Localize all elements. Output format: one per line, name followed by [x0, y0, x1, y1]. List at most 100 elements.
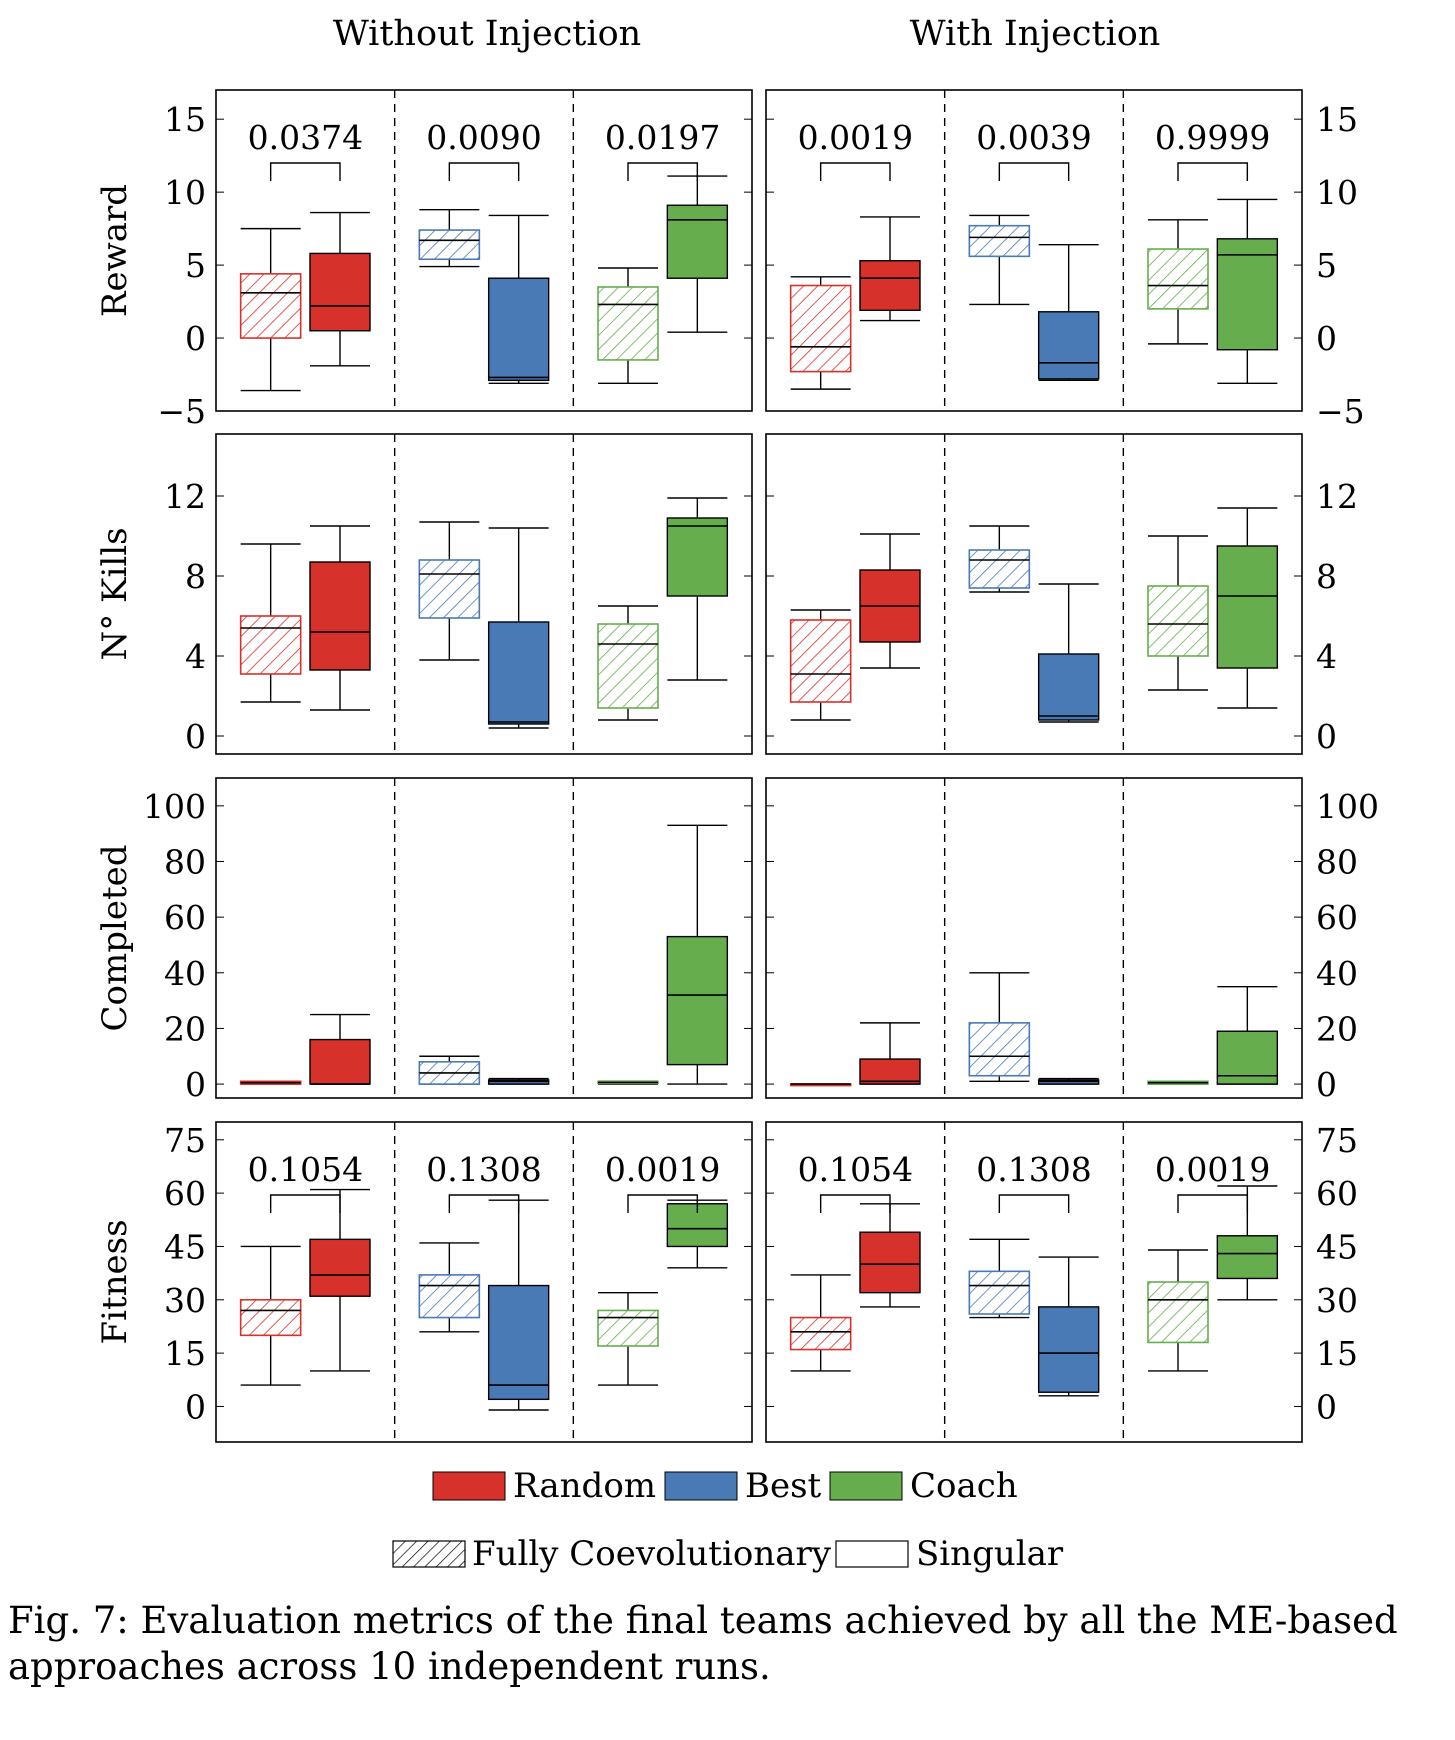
significance-bracket [1177, 1194, 1249, 1213]
y-tick-label: 0 [185, 319, 206, 358]
significance-bracket [819, 1194, 891, 1213]
box-iqr [487, 1284, 550, 1401]
y-tick-label: 5 [1316, 246, 1337, 285]
box-best-hatched [418, 208, 481, 268]
box-iqr [1147, 1281, 1209, 1344]
legend-label-singular: Singular [916, 1534, 1064, 1574]
legend-label-best: Best [745, 1466, 822, 1506]
box-iqr [859, 260, 921, 312]
column-title-without-injection: Without Injection [333, 14, 641, 54]
y-tick-label: 80 [164, 842, 206, 881]
y-tick-label: 100 [143, 787, 206, 826]
box-iqr [418, 1274, 481, 1319]
box-iqr [1037, 311, 1100, 380]
y-tick-label: 15 [1316, 1334, 1358, 1373]
p-value-label: 0.9999 [1155, 118, 1270, 157]
box-coach-solid [1216, 1185, 1279, 1301]
box-best-hatched [418, 1055, 481, 1085]
box-coach-solid [666, 497, 729, 681]
box-iqr [1216, 545, 1279, 669]
column-title-with-injection: With Injection [910, 14, 1161, 54]
box-iqr [859, 1231, 921, 1294]
legend-label-fully-coevolutionary: Fully Coevolutionary [472, 1534, 832, 1574]
box-random-hatched [789, 1083, 852, 1087]
box-iqr [487, 277, 550, 382]
y-tick-label: 12 [1316, 477, 1358, 516]
significance-bracket [269, 1194, 341, 1213]
y-tick-label: 8 [185, 557, 206, 596]
box-iqr [487, 621, 550, 725]
y-tick-label: 0 [1316, 319, 1337, 358]
box-iqr [789, 284, 852, 373]
box-iqr [1147, 585, 1209, 657]
y-tick-label: 30 [1316, 1281, 1358, 1320]
legend-label-coach: Coach [910, 1466, 1018, 1506]
box-iqr [1147, 248, 1209, 310]
box-best-solid [1037, 243, 1100, 382]
p-value-label: 0.1054 [248, 1150, 363, 1189]
box-best-solid [487, 214, 550, 384]
p-value-label: 0.1054 [798, 1150, 913, 1189]
panel-completed-without-injection: 0 20 40 60 80 100 [143, 777, 753, 1104]
box-coach-hatched [597, 605, 659, 721]
legend-swatch-fully-coevolutionary [392, 1540, 466, 1568]
box-random-solid [309, 1188, 371, 1372]
ylabel-reward: Reward [95, 184, 135, 317]
y-tick-label: −5 [1316, 392, 1365, 431]
significance-bracket [1177, 162, 1249, 181]
y-tick-label: 0 [1316, 717, 1337, 756]
y-tick-label: 10 [1316, 173, 1358, 212]
box-random-hatched [239, 227, 302, 392]
legend-swatch-coach [829, 1471, 903, 1501]
box-random-hatched [239, 1245, 302, 1386]
p-value-label: 0.1308 [976, 1150, 1091, 1189]
box-random-hatched [789, 1274, 852, 1372]
panel-frame [765, 777, 1303, 1099]
legend-swatch-best [664, 1471, 738, 1501]
box-random-hatched [239, 543, 302, 703]
significance-bracket [998, 1194, 1070, 1213]
box-random-solid [859, 1203, 921, 1308]
significance-bracket [627, 162, 699, 181]
figure-caption: Fig. 7: Evaluation metrics of the final … [8, 1599, 1398, 1688]
p-value-label: 0.1308 [426, 1150, 541, 1189]
legend-swatch-singular [835, 1540, 909, 1568]
box-coach-hatched [1147, 219, 1209, 345]
y-tick-label: 20 [1316, 1009, 1358, 1048]
p-value-label: 0.0197 [605, 118, 720, 157]
box-coach-hatched [1147, 1249, 1209, 1372]
panel-reward-with-injection: −5 0 5 10 15 0.0019 0.0039 0.9999 [765, 89, 1365, 431]
box-best-solid [487, 1077, 550, 1085]
box-coach-solid [1216, 507, 1279, 709]
box-iqr [239, 1298, 302, 1337]
box-coach-solid [666, 824, 729, 1085]
box-iqr [968, 1022, 1031, 1077]
legend-swatch-random [432, 1471, 506, 1501]
y-tick-label: 8 [1316, 557, 1337, 596]
panel-reward-without-injection: −5 0 5 10 15 0.0374 0.0090 0.0197 [157, 89, 753, 431]
box-coach-solid [666, 175, 729, 333]
box-iqr [1037, 653, 1100, 721]
box-iqr [789, 1316, 852, 1351]
box-iqr [309, 1238, 371, 1297]
y-tick-label: 15 [164, 100, 206, 139]
y-tick-label: 40 [164, 954, 206, 993]
significance-bracket [819, 162, 891, 181]
y-tick-label: 45 [1316, 1227, 1358, 1266]
panel-fitness-without-injection: 0 15 30 45 60 75 0.1054 0.1308 0.0019 [164, 1121, 753, 1443]
box-iqr [666, 517, 729, 597]
box-best-hatched [968, 525, 1031, 593]
box-iqr [418, 559, 481, 619]
y-tick-label: 5 [185, 246, 206, 285]
box-best-solid [1037, 1256, 1100, 1397]
box-iqr [309, 561, 371, 671]
figure-box-plots: Without Injection With Injection Reward −… [95, 14, 1379, 1574]
box-coach-hatched [597, 1080, 659, 1085]
y-tick-label: 60 [164, 898, 206, 937]
significance-bracket [448, 1194, 520, 1213]
y-tick-label: 75 [1316, 1121, 1358, 1160]
box-coach-hatched [597, 1291, 659, 1386]
p-value-label: 0.0019 [1155, 1150, 1270, 1189]
y-tick-label: 10 [164, 173, 206, 212]
box-best-hatched [968, 1238, 1031, 1319]
